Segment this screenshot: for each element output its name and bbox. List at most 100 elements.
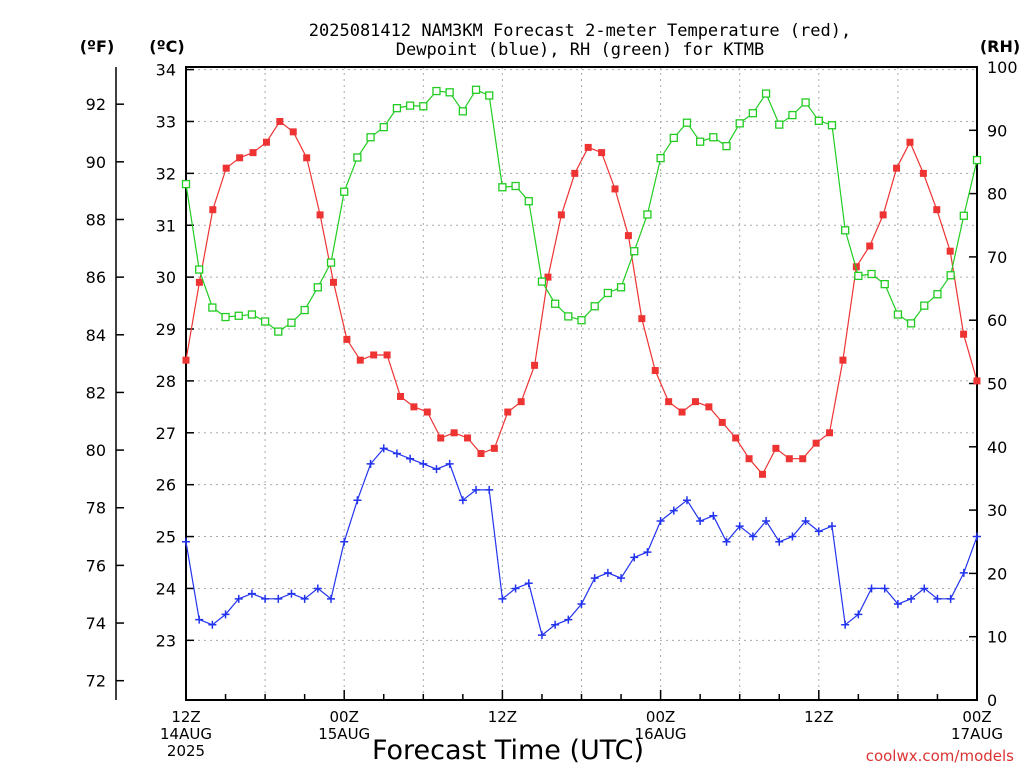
dewpoint-point (458, 496, 467, 505)
temperature-point (598, 149, 606, 157)
dewpoint-point (735, 522, 744, 531)
dewpoint-point (564, 615, 573, 624)
x-tick-label: 12Z (171, 708, 200, 726)
temperature-point (571, 169, 579, 177)
dewpoint-point (511, 584, 520, 593)
rh-point (234, 311, 243, 320)
temperature-point (919, 169, 927, 177)
rh-point (564, 312, 573, 321)
dewpoint-point (577, 600, 586, 609)
rh-point (524, 197, 533, 206)
y-tick-label-f: 76 (86, 556, 106, 575)
y-tick-label-c: 23 (156, 631, 176, 650)
rh-point (669, 133, 678, 143)
dewpoint-point (340, 537, 349, 546)
y-tick-label-c: 27 (156, 424, 176, 443)
dewpoint-point (432, 465, 441, 474)
rh-point (959, 211, 968, 220)
temperature-point (222, 164, 230, 172)
dewpoint-point (814, 527, 823, 536)
rh-point (603, 288, 613, 298)
rh-point (419, 102, 428, 111)
dewpoint-point (537, 631, 546, 640)
chart-title-line-2: Dewpoint (blue), RH (green) for KTMB (396, 40, 764, 60)
temperature-point (410, 403, 418, 411)
temperature-point (758, 470, 766, 478)
temperature-point (624, 232, 632, 240)
dewpoint-point (933, 594, 942, 603)
temperature-point (504, 408, 512, 416)
temperature-point (397, 392, 405, 400)
dewpoint-point (445, 459, 454, 468)
rh-point (696, 137, 705, 146)
rh-point (827, 121, 837, 130)
temperature-point (718, 418, 726, 426)
temperature-point (933, 206, 941, 214)
dewpoint-point (709, 511, 718, 520)
rh-point (550, 299, 560, 308)
dewpoint-point (788, 532, 797, 541)
rh-point (972, 155, 982, 165)
dewpoint-point (327, 594, 336, 603)
dewpoint-point (472, 485, 481, 494)
rh-point (274, 327, 283, 336)
dewpoint-point (287, 589, 296, 598)
y-tick-label-rh: 100 (987, 58, 1018, 77)
dewpoint-point (195, 615, 204, 624)
temperature-point (691, 398, 699, 406)
rh-point (445, 88, 454, 97)
unit-label-celsius: (ºC) (149, 37, 184, 56)
temperature-point (785, 455, 793, 463)
y-tick-label-f: 86 (86, 268, 106, 287)
rh-point (260, 317, 270, 326)
y-tick-label-rh: 30 (987, 501, 1007, 520)
rh-point (854, 271, 863, 281)
unit-label-fahrenheit: (ºF) (80, 37, 115, 56)
dewpoint-point (234, 594, 243, 603)
rh-point (471, 85, 481, 94)
dewpoint-point (880, 584, 889, 593)
dewpoint-point (603, 568, 612, 577)
dewpoint-point (973, 532, 981, 541)
rh-point (748, 109, 758, 118)
temperature-point (651, 367, 659, 375)
y-tick-label-c: 31 (156, 216, 176, 235)
dewpoint-point (379, 444, 388, 453)
rh-point (920, 301, 929, 310)
rh-point (643, 210, 652, 219)
series-line-temperature (185, 120, 978, 476)
temperature-point (517, 398, 525, 406)
rh-point (867, 269, 876, 279)
axes: 23 24 25 26 27 28 29 30 31 32 33 34 72 74 76 78 80 82 84 86… (86, 58, 1018, 760)
temperature-point (973, 377, 981, 385)
dewpoint-point (630, 553, 639, 562)
dewpoint-point (498, 594, 507, 603)
dewpoint-point (261, 594, 270, 603)
y-tick-label-f: 88 (86, 210, 106, 229)
temperature-point (329, 278, 337, 286)
temperature-point (960, 330, 968, 338)
rh-point (709, 133, 718, 142)
temperature-point (423, 408, 431, 416)
dewpoint-point (893, 600, 902, 609)
x-tick-label: 00Z (330, 708, 359, 726)
rh-point (682, 118, 692, 127)
y-tick-label-c: 34 (156, 61, 176, 80)
rh-point (788, 110, 797, 120)
y-tick-label-f: 72 (86, 672, 106, 691)
dewpoint-point (353, 496, 362, 505)
rh-point (379, 122, 388, 132)
x-tick-label: 00Z (962, 708, 991, 726)
watermark: coolwx.com/models (866, 747, 1014, 765)
dewpoint-point (696, 516, 705, 525)
temperature-point (195, 278, 203, 286)
dewpoint-point (959, 568, 968, 577)
temperature-point (799, 455, 807, 463)
y-tick-label-rh: 10 (987, 628, 1007, 647)
temperature-point (182, 356, 190, 364)
dewpoint-point (762, 516, 771, 525)
dewpoint-point (867, 584, 876, 593)
rh-point (300, 305, 309, 315)
series-temperature (182, 117, 981, 478)
